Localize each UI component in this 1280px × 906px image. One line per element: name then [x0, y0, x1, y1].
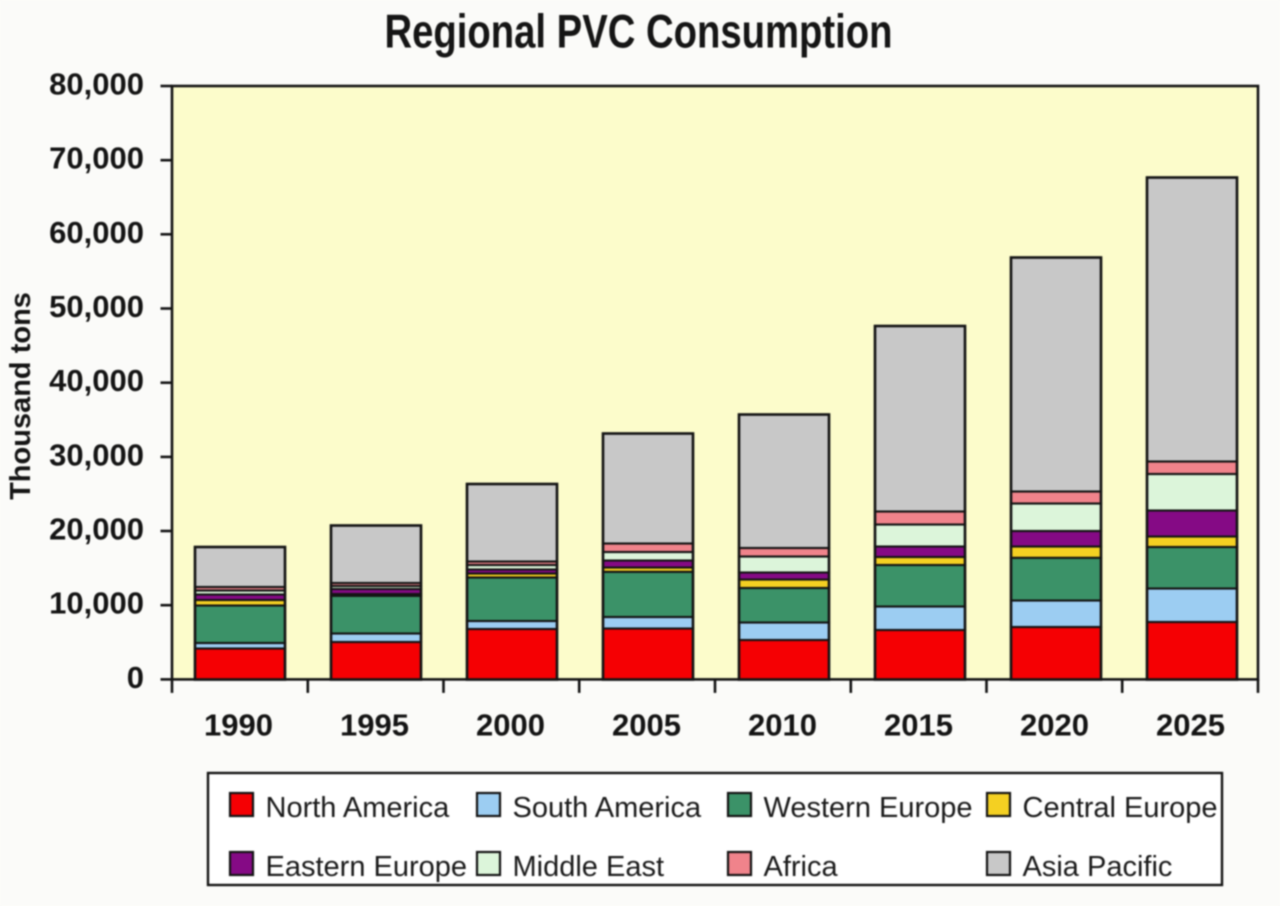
svg-text:Central Europe: Central Europe [1023, 792, 1218, 824]
svg-text:20,000: 20,000 [49, 512, 144, 547]
svg-text:Africa: Africa [764, 851, 839, 883]
svg-text:1995: 1995 [340, 708, 409, 743]
svg-text:2010: 2010 [748, 708, 817, 743]
svg-text:Western Europe: Western Europe [764, 792, 973, 824]
svg-text:60,000: 60,000 [49, 215, 144, 250]
svg-text:2000: 2000 [476, 708, 545, 743]
svg-text:10,000: 10,000 [49, 586, 144, 621]
svg-text:Middle East: Middle East [513, 851, 665, 883]
svg-text:Eastern Europe: Eastern Europe [266, 851, 468, 883]
svg-text:Thousand tons: Thousand tons [5, 292, 37, 500]
svg-text:1990: 1990 [204, 708, 273, 743]
svg-text:30,000: 30,000 [49, 437, 144, 472]
svg-text:50,000: 50,000 [49, 289, 144, 324]
svg-text:Asia Pacific: Asia Pacific [1023, 851, 1173, 883]
svg-text:40,000: 40,000 [49, 363, 144, 398]
svg-text:2005: 2005 [612, 708, 681, 743]
svg-text:80,000: 80,000 [49, 67, 144, 102]
svg-text:South America: South America [513, 792, 702, 824]
svg-text:2020: 2020 [1020, 708, 1089, 743]
svg-text:2015: 2015 [884, 708, 953, 743]
svg-text:2025: 2025 [1156, 708, 1225, 743]
svg-text:70,000: 70,000 [49, 141, 144, 176]
svg-text:North America: North America [266, 792, 451, 824]
svg-text:0: 0 [127, 660, 144, 695]
svg-text:Regional PVC Consumption: Regional PVC Consumption [385, 5, 893, 58]
